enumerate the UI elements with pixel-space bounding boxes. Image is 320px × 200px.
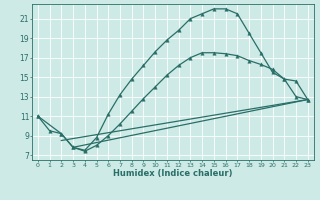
X-axis label: Humidex (Indice chaleur): Humidex (Indice chaleur) (113, 169, 233, 178)
